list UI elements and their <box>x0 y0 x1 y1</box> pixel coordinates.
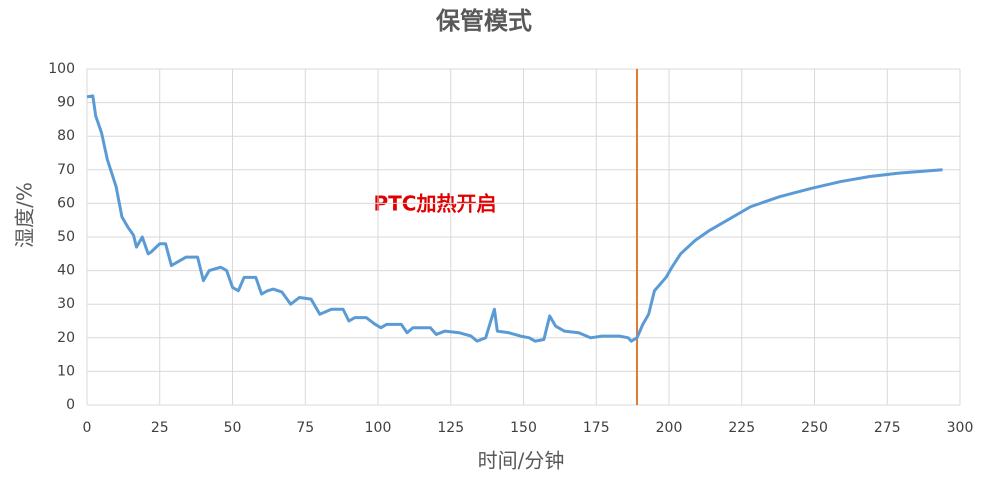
x-tick-label: 150 <box>510 420 537 436</box>
x-tick-label: 125 <box>437 420 464 436</box>
y-tick-label: 80 <box>57 128 75 144</box>
x-tick-label: 300 <box>947 420 974 436</box>
y-tick-label: 10 <box>57 363 75 379</box>
y-axis-title: 湿度/% <box>13 182 37 248</box>
x-tick-label: 100 <box>365 420 392 436</box>
x-axis-title: 时间/分钟 <box>478 449 565 473</box>
x-tick-label: 0 <box>83 420 92 436</box>
y-tick-label: 30 <box>57 296 75 312</box>
y-tick-label: 70 <box>57 162 75 178</box>
y-tick-label: 50 <box>57 229 75 245</box>
x-tick-label: 50 <box>224 420 242 436</box>
x-tick-label: 275 <box>874 420 901 436</box>
data-line <box>86 94 943 343</box>
x-tick-label: 25 <box>151 420 169 436</box>
y-tick-label: 20 <box>57 330 75 346</box>
x-tick-label: 175 <box>583 420 610 436</box>
y-tick-label: 40 <box>57 263 75 279</box>
y-tick-label: 60 <box>57 195 75 211</box>
x-tick-label: 200 <box>656 420 683 436</box>
x-tick-label: 250 <box>801 420 828 436</box>
y-tick-label: 100 <box>48 61 75 77</box>
chart-title: 保管模式 <box>435 7 532 35</box>
x-tick-label: 225 <box>728 420 755 436</box>
y-tick-label: 0 <box>66 397 75 413</box>
y-tick-label: 90 <box>57 95 75 111</box>
x-tick-label: 75 <box>296 420 314 436</box>
